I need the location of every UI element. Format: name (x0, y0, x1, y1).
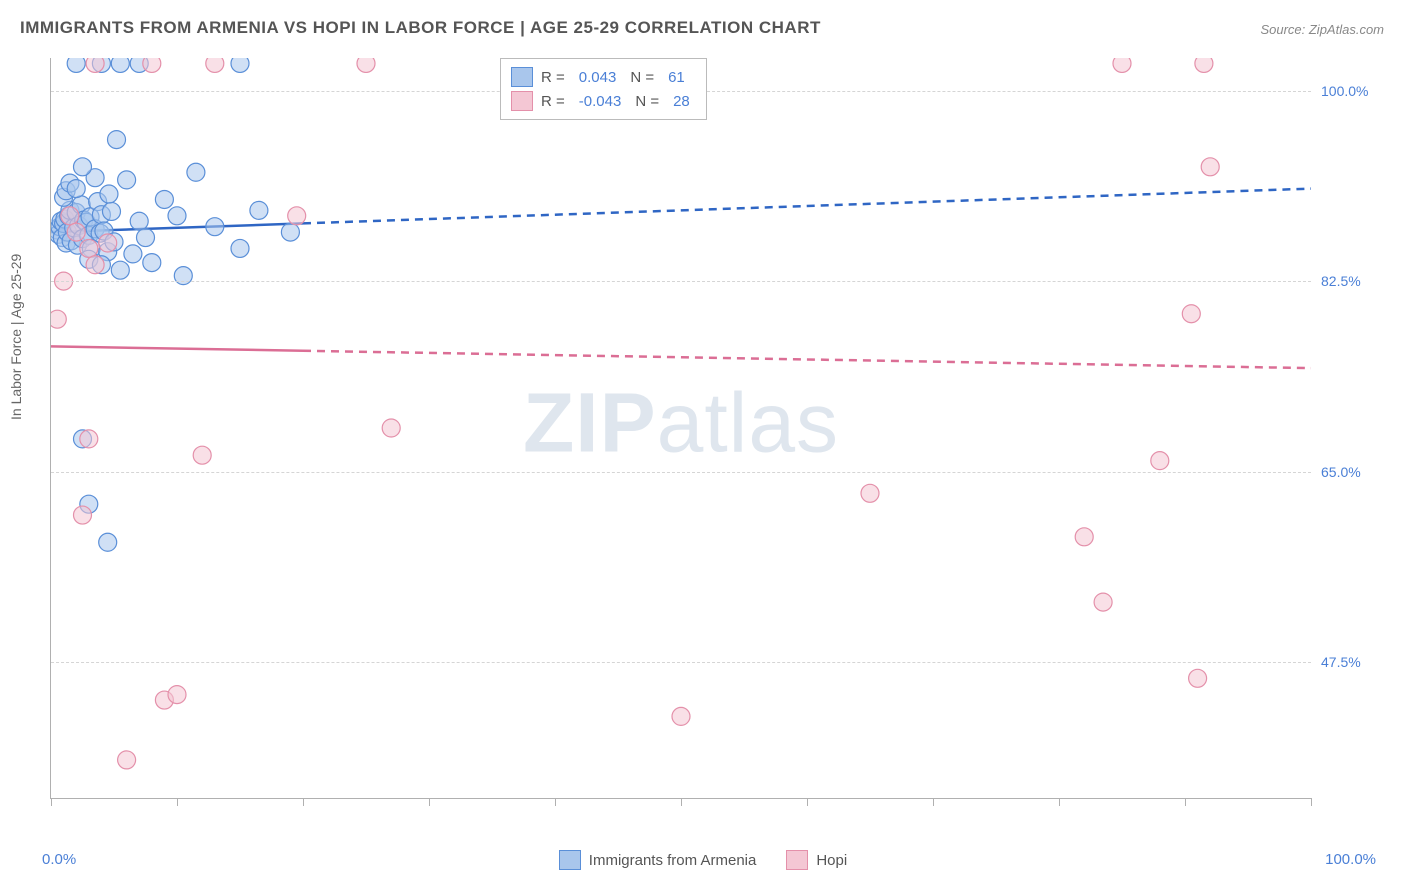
n-label-2: N = (635, 93, 659, 110)
y-tick-label: 65.0% (1321, 464, 1386, 480)
legend-row-series-2: R = -0.043 N = 28 (511, 89, 696, 113)
x-tick (807, 798, 808, 806)
y-tick-label: 100.0% (1321, 83, 1386, 99)
x-tick (555, 798, 556, 806)
swatch-series-1-b (559, 850, 581, 870)
x-tick (51, 798, 52, 806)
n-label-1: N = (630, 69, 654, 86)
x-tick (303, 798, 304, 806)
legend-item-series-2: Hopi (786, 850, 847, 870)
x-tick (177, 798, 178, 806)
legend-item-series-1: Immigrants from Armenia (559, 850, 757, 870)
gridline (51, 472, 1311, 473)
x-tick (1185, 798, 1186, 806)
n-value-1: 61 (668, 69, 685, 86)
r-label-1: R = (541, 69, 565, 86)
swatch-series-1 (511, 67, 533, 87)
x-tick (1059, 798, 1060, 806)
y-axis-title: In Labor Force | Age 25-29 (8, 254, 24, 420)
chart-title: IMMIGRANTS FROM ARMENIA VS HOPI IN LABOR… (20, 18, 821, 38)
x-tick (681, 798, 682, 806)
series-1-name: Immigrants from Armenia (589, 852, 757, 869)
n-value-2: 28 (673, 93, 690, 110)
r-value-1: 0.043 (579, 69, 617, 86)
legend-row-series-1: R = 0.043 N = 61 (511, 65, 696, 89)
r-value-2: -0.043 (579, 93, 622, 110)
r-label-2: R = (541, 93, 565, 110)
x-tick (933, 798, 934, 806)
correlation-legend: R = 0.043 N = 61 R = -0.043 N = 28 (500, 58, 707, 120)
gridline (51, 281, 1311, 282)
swatch-series-2 (511, 91, 533, 111)
watermark: ZIPatlas (523, 375, 839, 472)
y-tick-label: 82.5% (1321, 273, 1386, 289)
y-tick-label: 47.5% (1321, 654, 1386, 670)
x-tick (1311, 798, 1312, 806)
series-legend: Immigrants from Armenia Hopi (0, 850, 1406, 870)
scatter-svg (51, 58, 1311, 798)
gridline (51, 662, 1311, 663)
plot-area: ZIPatlas 47.5%65.0%82.5%100.0% (50, 58, 1311, 799)
chart-container: IMMIGRANTS FROM ARMENIA VS HOPI IN LABOR… (0, 0, 1406, 892)
swatch-series-2-b (786, 850, 808, 870)
source-attribution: Source: ZipAtlas.com (1260, 22, 1384, 37)
series-2-name: Hopi (816, 852, 847, 869)
x-tick (429, 798, 430, 806)
